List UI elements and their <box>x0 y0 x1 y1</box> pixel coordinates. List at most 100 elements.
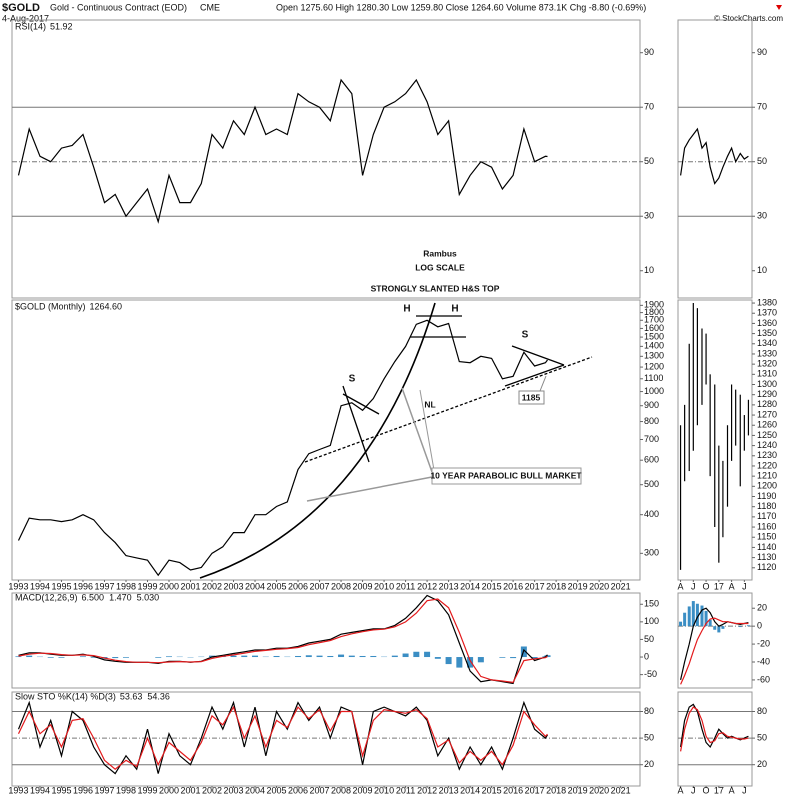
x-tick-label: 2007 <box>310 581 330 591</box>
annotation: S <box>349 374 356 385</box>
x-tick-label: 1995 <box>51 785 71 795</box>
annotation: LOG SCALE <box>415 262 465 272</box>
trend-line <box>504 364 565 387</box>
x-tick-label: 2002 <box>202 785 222 795</box>
histogram-bar <box>295 655 302 658</box>
x-tick-label: 2006 <box>288 785 308 795</box>
histogram-bar <box>746 625 750 627</box>
histogram-bar <box>316 655 323 658</box>
y-tick-label: 100 <box>644 616 659 626</box>
y-tick-label: 1380 <box>757 297 777 307</box>
histogram-bar <box>359 655 366 658</box>
instrument-name: Gold - Continuous Contract (EOD) <box>50 2 187 12</box>
x-tick-label: J <box>691 785 696 795</box>
histogram-bar <box>544 655 551 658</box>
histogram-bar <box>90 657 97 658</box>
histogram-bar <box>434 657 441 659</box>
x-tick-label: 2005 <box>267 785 287 795</box>
histogram-bar <box>209 655 216 658</box>
y-tick-label: 1250 <box>757 430 777 440</box>
histogram-bar <box>391 655 398 658</box>
histogram-bar <box>499 657 506 658</box>
readout: 5.030 <box>137 592 160 602</box>
y-tick-label: 1210 <box>757 471 777 481</box>
y-tick-label: 1200 <box>757 481 777 491</box>
y-tick-label: 1260 <box>757 420 777 430</box>
histogram-bar <box>273 655 280 658</box>
histogram-bar <box>370 655 377 658</box>
histogram-bar <box>424 651 431 658</box>
panel: 300 400 500 600 700 800 900 1000 1100 12001300140… <box>8 299 664 591</box>
histogram-bar <box>717 626 721 633</box>
y-tick-label: 1130 <box>757 552 776 562</box>
neckline <box>304 356 593 463</box>
histogram-bar <box>338 654 345 658</box>
panel: 1120113011401150116011701180119012001210… <box>677 297 777 591</box>
x-tick-label: 2020 <box>589 785 609 795</box>
y-tick-label: 0 <box>757 621 762 631</box>
y-tick-label: 70 <box>644 102 654 112</box>
y-tick-label: 1170 <box>757 511 776 521</box>
y-tick-label: 1230 <box>757 450 777 460</box>
annotation: H <box>403 304 410 315</box>
readout: 6.500 <box>82 592 105 602</box>
histogram-bar <box>679 621 683 627</box>
x-tick-label: 2007 <box>310 785 330 795</box>
y-tick-label: 30 <box>757 211 767 221</box>
x-tick-label: 2004 <box>245 785 265 795</box>
y-tick-label: 50 <box>757 732 767 742</box>
y-tick-label: 90 <box>644 47 654 57</box>
histogram-bar <box>122 657 129 658</box>
x-tick-label: 2021 <box>611 785 631 795</box>
x-tick-label: 2009 <box>353 581 373 591</box>
symbol: $GOLD <box>2 2 40 14</box>
x-tick-label: 1998 <box>116 581 136 591</box>
x-tick-label: 1993 <box>8 581 28 591</box>
callout-pointer <box>539 375 547 392</box>
panel-frame <box>11 592 641 689</box>
x-tick-label: 1998 <box>116 785 136 795</box>
x-tick-label: 2017 <box>525 581 545 591</box>
x-tick-label: 2017 <box>525 785 545 795</box>
annotations: Rambus LOG SCALE STRONGLY SLANTED H&S TO… <box>349 248 583 480</box>
readout: 54.36 <box>147 691 170 701</box>
data-line <box>680 127 749 185</box>
annotation: 10 YEAR PARABOLIC BULL MARKET <box>430 470 582 480</box>
x-tick-label: 2011 <box>396 785 415 795</box>
readout: 1264.60 <box>90 301 123 311</box>
x-tick-label: 1999 <box>137 785 157 795</box>
x-tick-label: 1996 <box>73 581 93 591</box>
data-line <box>680 617 749 685</box>
histogram-bar <box>704 610 708 627</box>
y-tick-label: -20 <box>757 638 770 648</box>
histogram-bar <box>721 626 725 629</box>
x-tick-label: A <box>678 581 684 591</box>
x-tick-label: 1995 <box>51 581 71 591</box>
x-tick-label: 1997 <box>94 581 114 591</box>
readout: 1.470 <box>109 592 132 602</box>
y-tick-label: 20 <box>644 759 654 769</box>
x-tick-label: 2012 <box>417 785 437 795</box>
arrow-line <box>419 389 435 471</box>
y-tick-label: 1500 <box>644 331 664 341</box>
y-tick-label: 300 <box>644 548 659 558</box>
y-tick-label: 1200 <box>644 361 664 371</box>
data-line <box>17 78 548 224</box>
annotation: STRONGLY SLANTED H&S TOP <box>371 283 500 293</box>
annotation: S <box>522 330 529 341</box>
histogram-bar <box>477 657 484 663</box>
x-tick-label: 1994 <box>30 785 50 795</box>
histogram-bar <box>456 657 463 668</box>
x-tick-label: 2009 <box>353 785 373 795</box>
y-tick-label: 800 <box>644 416 659 426</box>
panel: 10 30 50 70 90 RSI(14) 51.92 <box>11 19 654 299</box>
data-line <box>17 705 548 770</box>
panel-frame <box>677 19 753 299</box>
x-tick-label: 2004 <box>245 581 265 591</box>
y-tick-label: 1600 <box>644 323 664 333</box>
x-tick-label: 2016 <box>503 785 523 795</box>
y-tick-label: 900 <box>644 400 659 410</box>
data-line <box>18 598 548 684</box>
data-line <box>17 319 548 577</box>
